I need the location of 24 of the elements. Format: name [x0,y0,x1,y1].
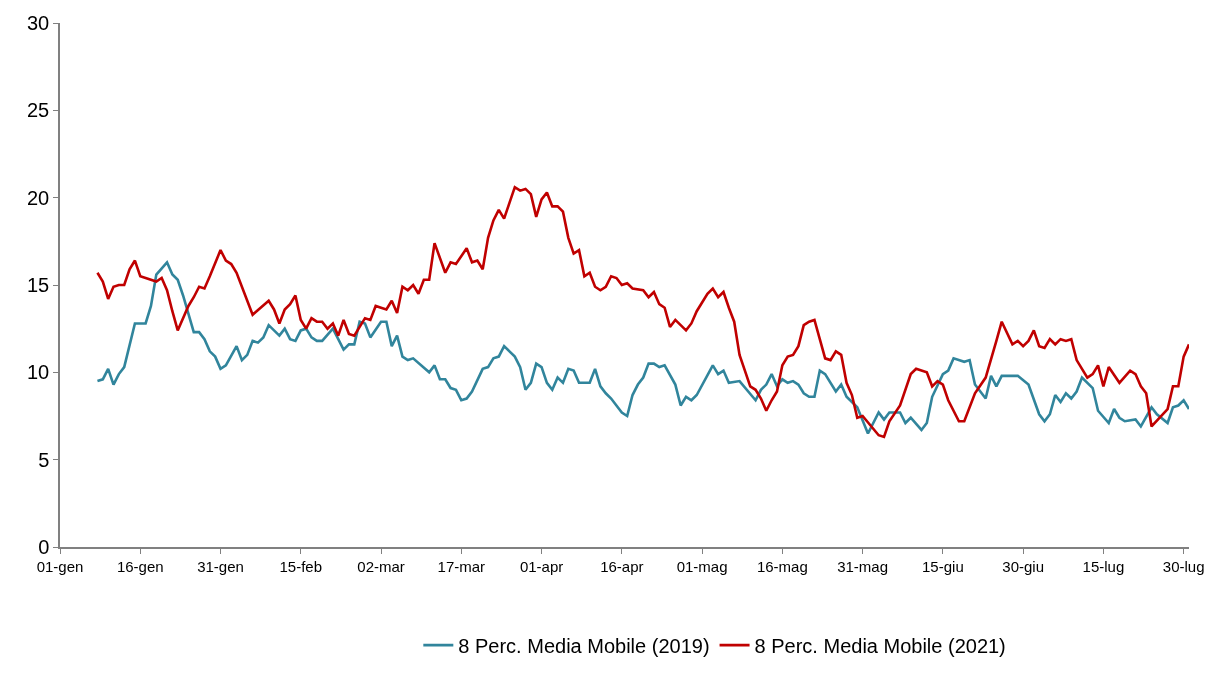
x-tick-label: 17-mar [437,557,486,575]
y-tick-label: 5 [38,448,50,471]
x-tick-label: 15-lug [1082,557,1125,575]
x-tick-label: 31-gen [197,557,244,575]
y-tick-label: 10 [27,361,50,384]
x-tick-label: 01-gen [36,557,84,575]
x-tick-label: 16-mag [756,557,808,575]
y-tick-label: 15 [27,274,50,296]
x-tick-label: 15-giu [922,557,964,575]
x-tick-label: 16-apr [600,557,644,575]
x-tick-label: 16-gen [116,557,164,575]
y-tick-label: 25 [27,99,50,122]
x-tick-label: 31-mag [837,557,889,575]
y-tick-label: 20 [27,186,50,209]
x-tick-label: 30-lug [1162,557,1205,575]
x-tick-label: 02-mar [357,557,405,575]
legend-label: 8 Perc. Media Mobile (2019) [458,634,710,657]
y-tick-label: 0 [38,536,50,558]
x-tick-label: 01-mag [676,557,728,575]
x-tick-label: 01-apr [519,557,564,575]
legend-label: 8 Perc. Media Mobile (2021) [754,634,1006,657]
x-tick-label: 15-feb [279,557,323,575]
x-tick-label: 30-giu [1002,557,1044,575]
y-tick-label: 30 [27,12,50,34]
